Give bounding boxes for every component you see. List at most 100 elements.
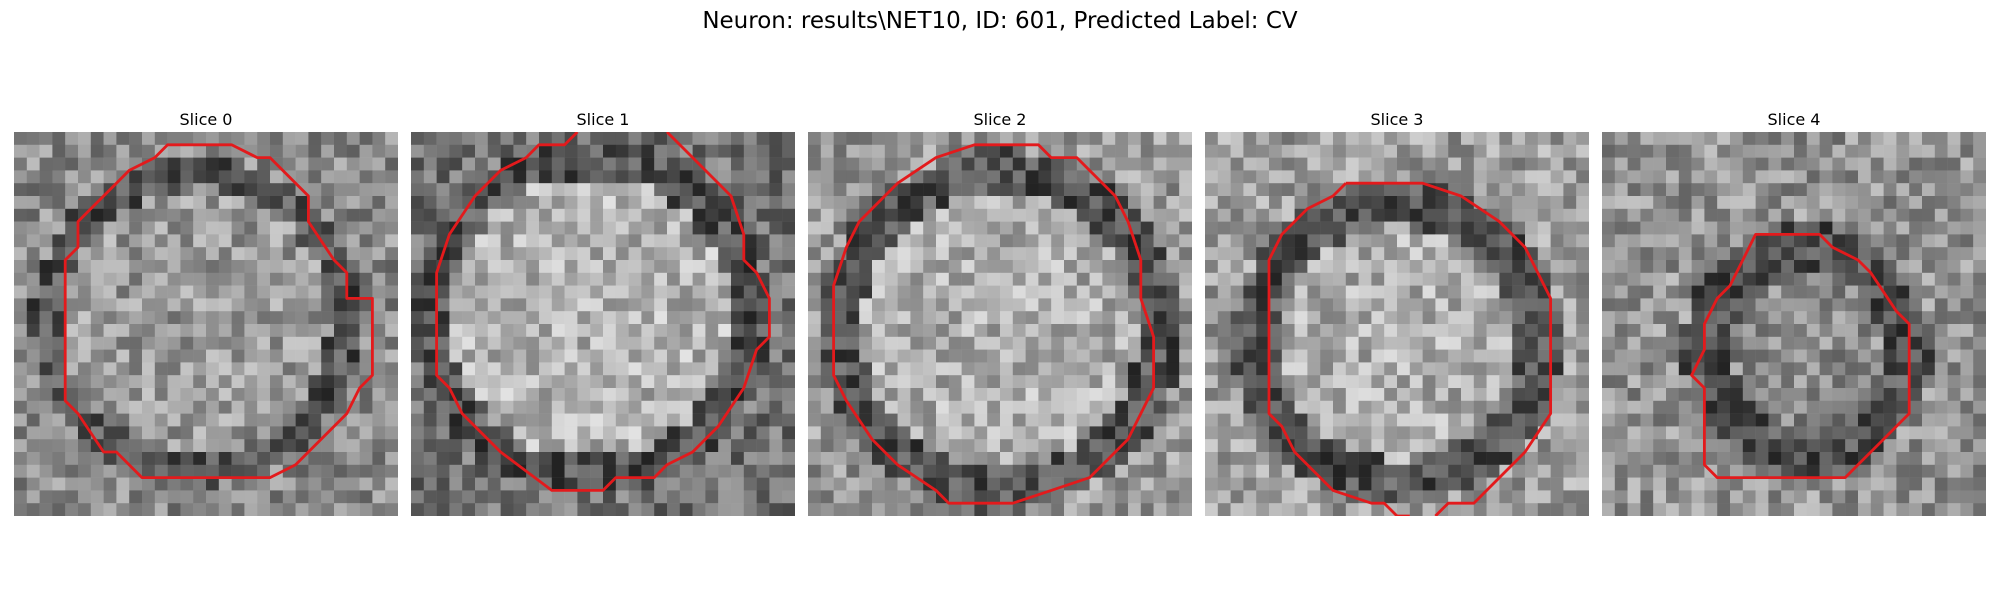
- pixel: [193, 132, 207, 146]
- pixel: [603, 170, 617, 184]
- pixel: [1448, 464, 1462, 478]
- pixel: [1243, 375, 1257, 389]
- pixel: [1896, 452, 1910, 466]
- pixel: [846, 503, 860, 516]
- pixel: [1704, 221, 1718, 235]
- pixel: [359, 439, 373, 453]
- pixel: [1051, 439, 1065, 453]
- pixel: [910, 490, 924, 504]
- pixel: [1128, 208, 1142, 222]
- pixel: [1960, 144, 1974, 158]
- pixel: [1845, 272, 1859, 286]
- pixel: [603, 452, 617, 466]
- pixel: [436, 324, 450, 338]
- pixel: [987, 349, 1001, 363]
- pixel: [1678, 375, 1692, 389]
- pixel: [551, 477, 565, 491]
- pixel: [1922, 439, 1936, 453]
- pixel: [65, 439, 79, 453]
- pixel: [1525, 362, 1539, 376]
- pixel: [1064, 349, 1078, 363]
- pixel: [26, 439, 40, 453]
- pixel: [526, 208, 540, 222]
- pixel: [462, 170, 476, 184]
- pixel: [1064, 400, 1078, 414]
- pixel: [1217, 170, 1231, 184]
- pixel: [1512, 170, 1526, 184]
- pixel: [1320, 503, 1334, 516]
- pixel: [78, 247, 92, 261]
- pixel: [475, 439, 489, 453]
- pixel: [936, 260, 950, 274]
- pixel: [334, 375, 348, 389]
- pixel: [1153, 349, 1167, 363]
- pixel: [1768, 426, 1782, 440]
- pixel: [1742, 452, 1756, 466]
- pixel: [539, 144, 553, 158]
- pixel: [539, 157, 553, 171]
- pixel: [1858, 388, 1872, 402]
- pixel: [1166, 400, 1180, 414]
- pixel: [52, 490, 66, 504]
- pixel: [756, 183, 770, 197]
- pixel: [1243, 388, 1257, 402]
- pixel: [14, 400, 28, 414]
- pixel: [1153, 247, 1167, 261]
- pixel: [1333, 196, 1347, 210]
- pixel: [1832, 183, 1846, 197]
- pixel: [743, 413, 757, 427]
- pixel: [1909, 324, 1923, 338]
- pixel: [872, 426, 886, 440]
- pixel: [551, 247, 565, 261]
- pixel: [26, 477, 40, 491]
- pixel: [603, 272, 617, 286]
- pixel: [756, 413, 770, 427]
- pixel: [52, 208, 66, 222]
- pixel: [1217, 298, 1231, 312]
- pixel: [628, 311, 642, 325]
- pixel: [244, 311, 258, 325]
- pixel: [321, 285, 335, 299]
- pixel: [564, 349, 578, 363]
- pixel: [551, 400, 565, 414]
- pixel: [129, 362, 143, 376]
- pixel: [1627, 362, 1641, 376]
- pixel: [628, 490, 642, 504]
- pixel: [193, 349, 207, 363]
- pixel: [1730, 439, 1744, 453]
- pixel: [295, 196, 309, 210]
- pixel: [1717, 272, 1731, 286]
- pixel: [1525, 298, 1539, 312]
- pixel: [1576, 170, 1589, 184]
- pixel: [628, 439, 642, 453]
- pixel: [1000, 336, 1014, 350]
- pixel: [1320, 400, 1334, 414]
- pixel: [1307, 247, 1321, 261]
- pixel: [1217, 413, 1231, 427]
- pixel: [334, 324, 348, 338]
- pixel: [897, 183, 911, 197]
- pixel: [206, 196, 220, 210]
- pixel: [897, 234, 911, 248]
- pixel: [782, 208, 795, 222]
- pixel: [1781, 336, 1795, 350]
- pixel: [1307, 413, 1321, 427]
- pixel: [808, 144, 822, 158]
- pixel: [52, 221, 66, 235]
- pixel: [1909, 388, 1923, 402]
- pixel: [103, 311, 117, 325]
- pixel: [820, 336, 834, 350]
- pixel: [1025, 260, 1039, 274]
- pixel: [1614, 464, 1628, 478]
- pixel: [974, 324, 988, 338]
- pixel: [846, 157, 860, 171]
- pixel: [1653, 247, 1667, 261]
- pixel: [257, 260, 271, 274]
- pixel: [948, 336, 962, 350]
- pixel: [1102, 336, 1116, 350]
- pixel: [756, 439, 770, 453]
- pixel: [718, 298, 732, 312]
- pixel: [910, 439, 924, 453]
- pixel: [756, 157, 770, 171]
- pixel: [820, 477, 834, 491]
